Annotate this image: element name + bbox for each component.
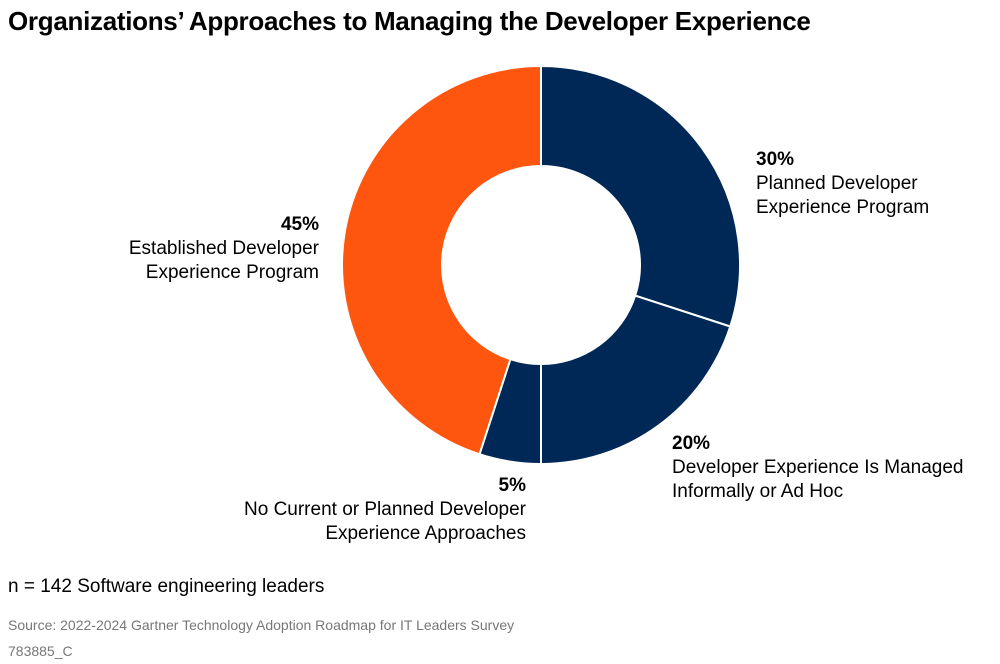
label-none: 5% No Current or Planned Developer Exper… <box>244 474 526 546</box>
label-established: 45% Established Developer Experience Pro… <box>129 213 319 285</box>
slice-pct: 20% <box>672 433 711 454</box>
slice-label-line: Informally or Ad Hoc <box>672 481 844 502</box>
slice-pct: 30% <box>756 149 795 170</box>
label-planned: 30% Planned Developer Experience Program <box>756 148 929 220</box>
slice-label-line: Experience Program <box>145 262 319 283</box>
slice-label-line: Established Developer <box>128 238 319 259</box>
slice-label-line: Planned Developer <box>756 173 918 194</box>
source-note: Source: 2022-2024 Gartner Technology Ado… <box>8 617 515 633</box>
label-informal: 20% Developer Experience Is Managed Info… <box>672 432 964 504</box>
sample-size-note: n = 142 Software engineering leaders <box>8 576 325 597</box>
figure-id: 783885_C <box>8 643 73 659</box>
slice-pct: 45% <box>280 214 319 235</box>
chart-title: Organizations’ Approaches to Managing th… <box>8 6 811 36</box>
slice-label-line: Experience Program <box>756 197 930 218</box>
slice-pct: 5% <box>498 475 526 496</box>
slice-label-line: Developer Experience Is Managed <box>672 457 964 478</box>
donut-slice-4 <box>341 64 542 456</box>
slice-label-line: Experience Approaches <box>325 523 526 544</box>
donut-slice-1 <box>540 64 741 328</box>
slice-label-line: No Current or Planned Developer <box>244 499 526 520</box>
donut-slice-2 <box>540 294 732 466</box>
